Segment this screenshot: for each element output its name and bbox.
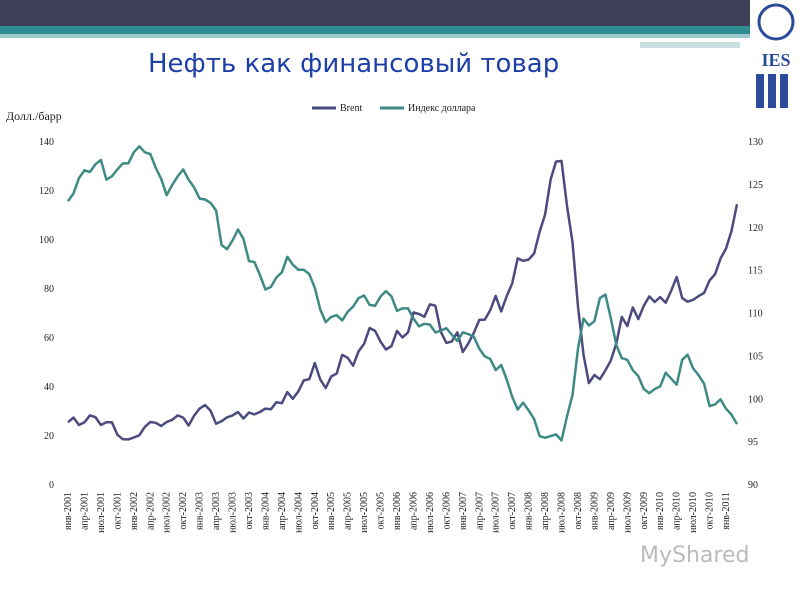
x-tick-label: янв-2004 (260, 492, 271, 530)
x-tick-label: окт-2010 (705, 492, 716, 529)
x-tick-label: апр-2008 (540, 492, 551, 530)
x-tick-label: июл-2003 (228, 492, 239, 533)
x-tick-label: окт-2006 (441, 492, 452, 529)
watermark: MyShared (640, 543, 749, 568)
y-tick-label: 120 (39, 186, 54, 197)
y2-tick-label: 100 (748, 394, 763, 405)
x-tick-label: апр-2007 (474, 492, 485, 530)
x-tick-label: апр-2005 (343, 492, 354, 530)
x-tick-label: янв-2005 (326, 492, 337, 530)
x-tick-label: апр-2001 (79, 492, 90, 530)
y-tick-label: 0 (49, 480, 54, 491)
y2-tick-label: 105 (748, 351, 763, 362)
header-bar (0, 0, 750, 26)
y-tick-label: 40 (44, 382, 54, 393)
x-tick-label: июл-2009 (622, 492, 633, 533)
x-tick-label: окт-2003 (244, 492, 255, 529)
y-tick-label: 140 (39, 137, 54, 148)
x-tick-label: июл-2004 (293, 492, 304, 533)
slide-title: Нефть как финансовый товар (148, 49, 559, 79)
y2-tick-label: 120 (748, 223, 763, 234)
logo-text: IES (761, 50, 790, 70)
data-line (66, 145, 739, 442)
y2-tick-label: 90 (748, 480, 758, 491)
x-tick-label: янв-2003 (195, 492, 206, 530)
x-tick-label: июл-2006 (425, 492, 436, 533)
x-tick-label: апр-2002 (145, 492, 156, 530)
x-tick-label: июл-2007 (491, 492, 502, 533)
x-tick-label: янв-2011 (721, 492, 732, 530)
x-tick-label: янв-2009 (589, 492, 600, 530)
legend-label: Brent (340, 103, 362, 114)
logo-bar (756, 74, 764, 108)
x-tick-label: июл-2005 (359, 492, 370, 533)
y2-tick-label: 95 (748, 437, 758, 448)
y-tick-label: 60 (44, 333, 54, 344)
logo-bar (768, 74, 776, 108)
logo-circle (757, 3, 795, 41)
x-tick-label: янв-2008 (524, 492, 535, 530)
y2-tick-label: 130 (748, 137, 763, 148)
x-tick-label: окт-2009 (639, 492, 650, 529)
x-tick-label: янв-2001 (63, 492, 74, 530)
x-tick-label: окт-2002 (178, 492, 189, 529)
x-tick-label: апр-2010 (672, 492, 683, 530)
x-tick-label: июл-2008 (557, 492, 568, 533)
x-tick-label: апр-2004 (277, 492, 288, 530)
y-tick-label: 80 (44, 284, 54, 295)
x-tick-label: июл-2001 (96, 492, 107, 533)
x-tick-label: окт-2007 (507, 492, 518, 529)
x-tick-label: июл-2002 (162, 492, 173, 533)
x-tick-label: окт-2008 (573, 492, 584, 529)
legend-label: Индекс доллара (408, 103, 476, 114)
y-tick-label: 100 (39, 235, 54, 246)
header-stripe-light (0, 34, 750, 38)
x-tick-label: апр-2003 (211, 492, 222, 530)
y2-tick-label: 110 (748, 309, 763, 320)
logo-bar (780, 74, 788, 108)
x-tick-label: окт-2004 (310, 492, 321, 529)
header-stripe (0, 26, 750, 34)
y-tick-label: 20 (44, 431, 54, 442)
x-tick-label: янв-2010 (655, 492, 666, 530)
x-tick-label: апр-2006 (408, 492, 419, 530)
x-tick-label: окт-2005 (376, 492, 387, 529)
y-axis-label: Долл./барр (6, 109, 62, 123)
y2-tick-label: 125 (748, 180, 763, 191)
y2-tick-label: 115 (748, 266, 763, 277)
data-line (67, 159, 739, 441)
x-tick-label: апр-2009 (606, 492, 617, 530)
x-tick-label: янв-2006 (392, 492, 403, 530)
x-tick-label: июл-2010 (688, 492, 699, 533)
header-accent (640, 42, 740, 48)
x-tick-label: окт-2001 (112, 492, 123, 529)
x-tick-label: янв-2002 (129, 492, 140, 530)
x-tick-label: янв-2007 (458, 492, 469, 530)
